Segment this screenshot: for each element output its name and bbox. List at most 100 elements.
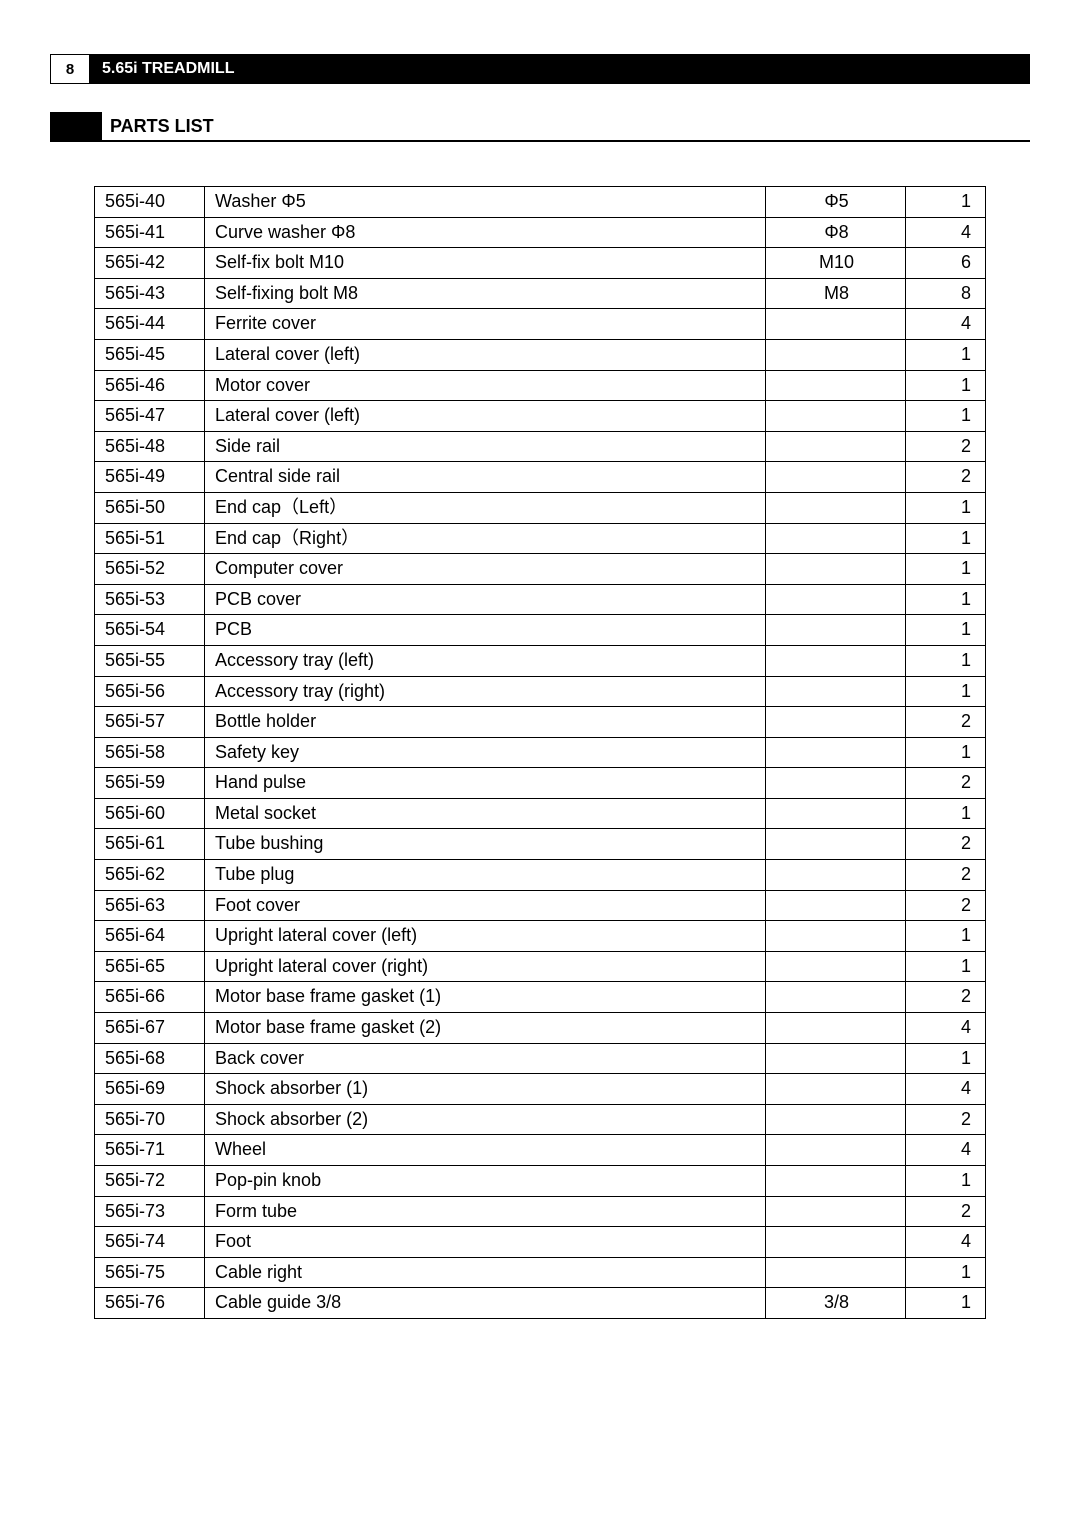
table-row: 565i-66Motor base frame gasket (1)2 (95, 982, 986, 1013)
part-spec (766, 890, 906, 921)
part-description: Upright lateral cover (left) (205, 921, 766, 952)
part-code: 565i-75 (95, 1257, 205, 1288)
part-description: Foot cover (205, 890, 766, 921)
part-spec (766, 768, 906, 799)
table-row: 565i-47Lateral cover (left)1 (95, 401, 986, 432)
part-description: Ferrite cover (205, 309, 766, 340)
part-code: 565i-70 (95, 1104, 205, 1135)
part-description: Wheel (205, 1135, 766, 1166)
part-spec (766, 798, 906, 829)
part-qty: 1 (906, 1288, 986, 1319)
part-qty: 1 (906, 676, 986, 707)
table-row: 565i-69Shock absorber (1)4 (95, 1074, 986, 1105)
part-description: Self-fix bolt M10 (205, 248, 766, 279)
part-description: Form tube (205, 1196, 766, 1227)
part-description: PCB cover (205, 584, 766, 615)
part-code: 565i-41 (95, 217, 205, 248)
part-spec (766, 462, 906, 493)
part-spec: M8 (766, 278, 906, 309)
part-description: Cable guide 3/8 (205, 1288, 766, 1319)
table-row: 565i-52Computer cover 1 (95, 554, 986, 585)
part-description: Tube plug (205, 860, 766, 891)
table-row: 565i-68Back cover1 (95, 1043, 986, 1074)
part-code: 565i-66 (95, 982, 205, 1013)
manual-title: 5.65i TREADMILL (90, 54, 1030, 84)
part-qty: 2 (906, 768, 986, 799)
part-spec (766, 1104, 906, 1135)
part-description: Pop-pin knob (205, 1166, 766, 1197)
table-row: 565i-61Tube bushing2 (95, 829, 986, 860)
part-qty: 1 (906, 370, 986, 401)
section-title: PARTS LIST (102, 112, 214, 140)
part-code: 565i-52 (95, 554, 205, 585)
part-description: Washer Φ5 (205, 187, 766, 218)
part-spec: M10 (766, 248, 906, 279)
part-spec (766, 339, 906, 370)
table-row: 565i-72Pop-pin knob1 (95, 1166, 986, 1197)
part-description: Hand pulse (205, 768, 766, 799)
part-code: 565i-54 (95, 615, 205, 646)
part-code: 565i-56 (95, 676, 205, 707)
part-code: 565i-42 (95, 248, 205, 279)
part-description: Cable right (205, 1257, 766, 1288)
part-code: 565i-55 (95, 645, 205, 676)
table-row: 565i-70Shock absorber (2)2 (95, 1104, 986, 1135)
parts-table: 565i-40Washer Φ5Φ51565i-41Curve washer Φ… (94, 186, 986, 1319)
part-code: 565i-53 (95, 584, 205, 615)
part-qty: 8 (906, 278, 986, 309)
page: 8 5.65i TREADMILL PARTS LIST 565i-40Wash… (0, 0, 1080, 1379)
part-code: 565i-50 (95, 492, 205, 523)
part-qty: 4 (906, 309, 986, 340)
part-qty: 1 (906, 554, 986, 585)
part-description: Bottle holder (205, 707, 766, 738)
part-code: 565i-67 (95, 1013, 205, 1044)
part-qty: 1 (906, 921, 986, 952)
part-qty: 1 (906, 492, 986, 523)
table-row: 565i-55Accessory tray (left)1 (95, 645, 986, 676)
part-spec (766, 645, 906, 676)
table-row: 565i-75Cable right 1 (95, 1257, 986, 1288)
part-description: Computer cover (205, 554, 766, 585)
table-row: 565i-56Accessory tray (right)1 (95, 676, 986, 707)
section-header: PARTS LIST (50, 112, 1030, 142)
part-spec (766, 1043, 906, 1074)
part-qty: 2 (906, 1104, 986, 1135)
part-code: 565i-49 (95, 462, 205, 493)
table-row: 565i-44Ferrite cover 4 (95, 309, 986, 340)
table-row: 565i-51End cap（Right）1 (95, 523, 986, 554)
part-code: 565i-62 (95, 860, 205, 891)
part-spec (766, 1227, 906, 1258)
part-qty: 2 (906, 982, 986, 1013)
part-qty: 4 (906, 1227, 986, 1258)
table-row: 565i-60Metal socket1 (95, 798, 986, 829)
part-qty: 2 (906, 462, 986, 493)
part-spec (766, 1257, 906, 1288)
table-row: 565i-57Bottle holder2 (95, 707, 986, 738)
table-row: 565i-41Curve washer Φ8Φ84 (95, 217, 986, 248)
part-spec (766, 921, 906, 952)
part-spec (766, 309, 906, 340)
table-row: 565i-48Side rail2 (95, 431, 986, 462)
part-qty: 1 (906, 584, 986, 615)
part-code: 565i-44 (95, 309, 205, 340)
part-code: 565i-69 (95, 1074, 205, 1105)
table-row: 565i-45Lateral cover (left)1 (95, 339, 986, 370)
part-spec (766, 431, 906, 462)
part-qty: 1 (906, 1257, 986, 1288)
part-description: Tube bushing (205, 829, 766, 860)
part-description: Upright lateral cover (right) (205, 951, 766, 982)
part-spec (766, 951, 906, 982)
part-qty: 4 (906, 1074, 986, 1105)
part-spec (766, 584, 906, 615)
part-code: 565i-59 (95, 768, 205, 799)
part-description: Metal socket (205, 798, 766, 829)
part-qty: 4 (906, 217, 986, 248)
part-spec (766, 676, 906, 707)
part-description: Lateral cover (left) (205, 339, 766, 370)
part-qty: 2 (906, 890, 986, 921)
part-description: End cap（Right） (205, 523, 766, 554)
part-spec (766, 1166, 906, 1197)
table-row: 565i-62Tube plug2 (95, 860, 986, 891)
part-code: 565i-48 (95, 431, 205, 462)
part-description: Central side rail (205, 462, 766, 493)
